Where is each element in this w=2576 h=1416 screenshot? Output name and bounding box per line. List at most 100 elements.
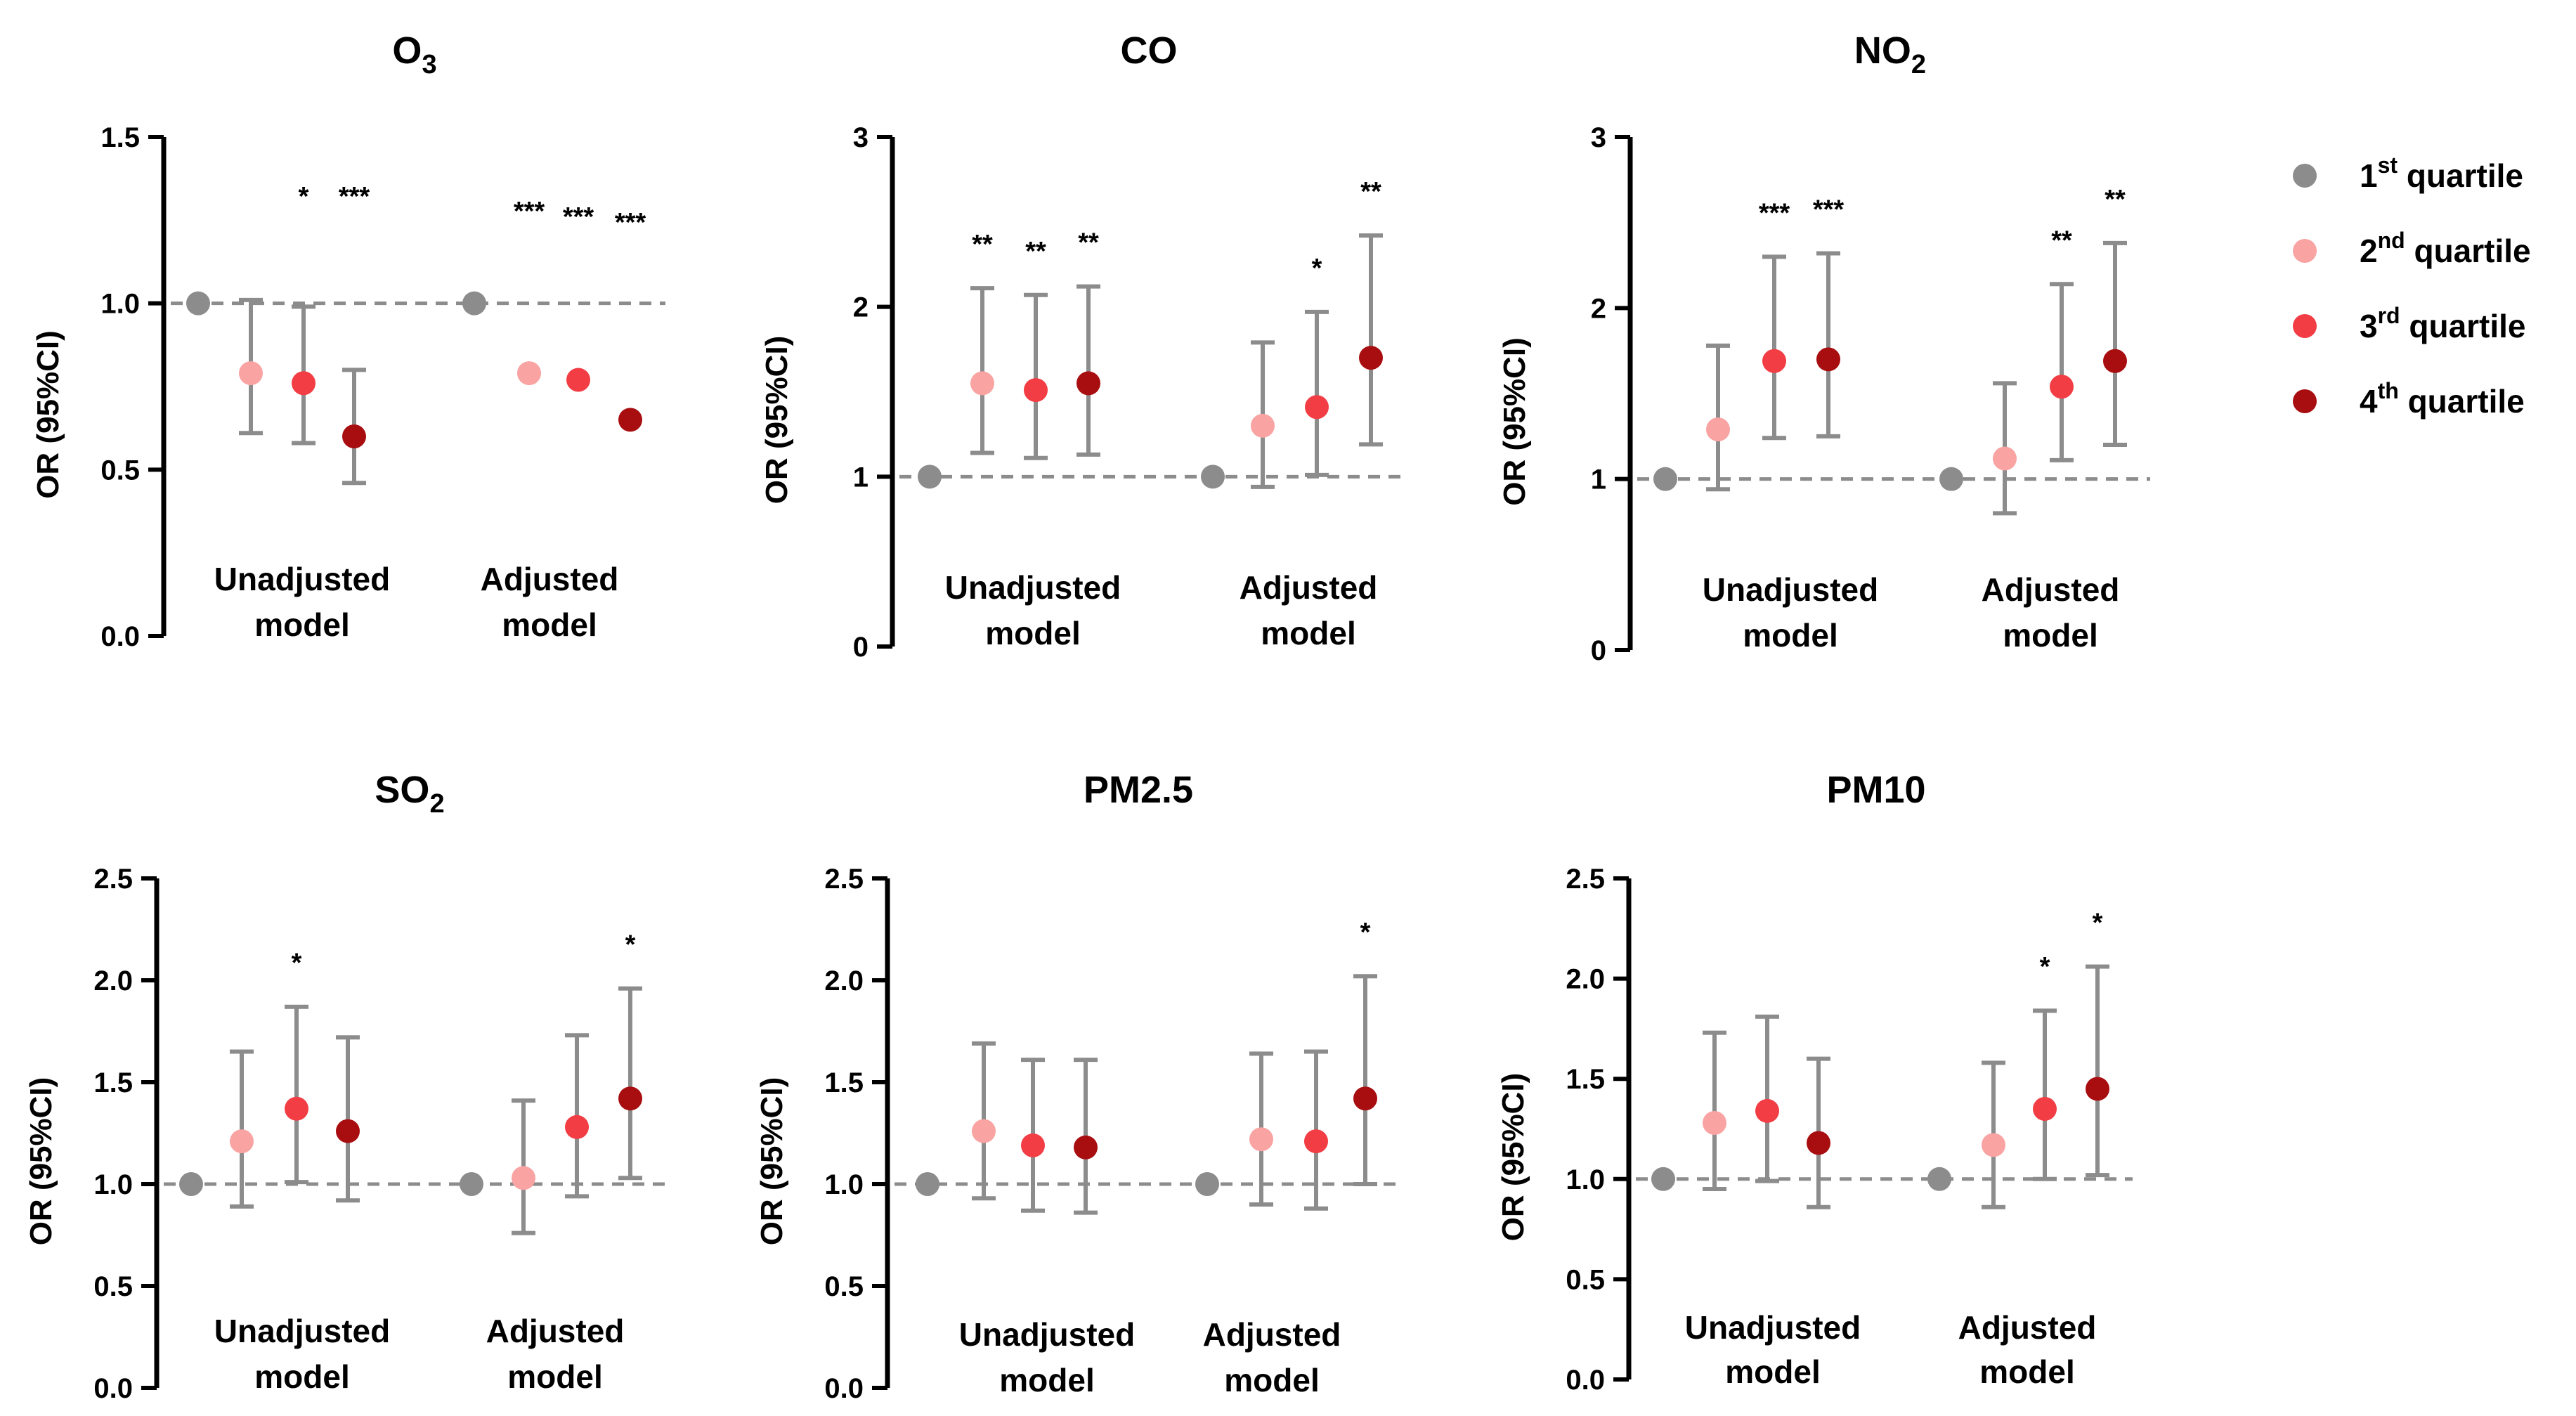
group-label: Adjusted	[1958, 1309, 2097, 1346]
data-point-q2	[239, 361, 263, 386]
legend-label-text: quartile	[2399, 383, 2525, 420]
y-tick-label: 0.0	[1566, 1365, 1605, 1396]
chart-title: PM10	[1826, 769, 1925, 811]
data-point-q1	[916, 1172, 939, 1196]
significance-marker: **	[1025, 237, 1046, 266]
significance-marker: *	[625, 930, 636, 960]
y-tick-label: 1.5	[93, 1067, 133, 1098]
data-point-q2	[1249, 1127, 1273, 1152]
data-point-q1	[1651, 1167, 1675, 1191]
significance-marker: ***	[339, 182, 370, 212]
data-point-q4	[618, 1086, 642, 1111]
group-label: model	[507, 1358, 602, 1395]
data-point-q3	[2033, 1096, 2057, 1121]
group-label: model	[254, 606, 349, 643]
group-label: model	[254, 1358, 349, 1395]
y-tick-label: 1.0	[1566, 1164, 1605, 1195]
data-point-q3	[566, 368, 590, 392]
significance-marker: *	[292, 949, 302, 978]
group-label: Adjusted	[1203, 1316, 1341, 1353]
group-label: model	[1743, 617, 1837, 654]
data-point-q1	[1195, 1172, 1219, 1196]
group-label: model	[999, 1362, 1094, 1398]
data-point-q1	[462, 291, 486, 316]
y-tick-label: 0.5	[100, 455, 140, 486]
group-label: Unadjusted	[214, 1313, 390, 1349]
chart-title-subscript: 3	[422, 50, 436, 79]
significance-marker: *	[2040, 952, 2050, 982]
group-label: model	[1979, 1353, 2074, 1390]
group-label: model	[1725, 1353, 1820, 1390]
data-point-q1	[1939, 467, 1963, 491]
y-tick-label: 1	[853, 462, 869, 493]
data-point-q2	[1251, 413, 1275, 438]
significance-marker: ***	[514, 197, 545, 226]
legend-order: 4	[2360, 383, 2378, 420]
significance-marker: *	[299, 182, 309, 212]
chart-title-main: PM2.5	[1084, 769, 1193, 811]
y-tick-label: 2.0	[93, 966, 133, 996]
legend-superscript: nd	[2378, 228, 2405, 253]
chart-title: CO	[1121, 30, 1178, 72]
significance-marker: **	[1360, 177, 1381, 207]
data-point-q4	[1353, 1086, 1377, 1111]
y-tick-label: 0.5	[93, 1271, 133, 1302]
data-point-q4	[342, 424, 366, 448]
group-label: model	[2003, 617, 2097, 654]
chart-title: PM2.5	[1084, 769, 1193, 811]
group-label: Unadjusted	[214, 561, 390, 597]
chart-title: NO2	[1854, 30, 1926, 79]
group-label: Adjusted	[481, 561, 619, 597]
y-tick-label: 1.5	[824, 1067, 864, 1098]
data-point-q2	[517, 361, 541, 386]
chart-title-subscript: 2	[1911, 50, 1926, 79]
data-point-q2	[512, 1166, 535, 1190]
data-point-q3	[292, 371, 316, 396]
data-point-q2	[1982, 1133, 2005, 1157]
legend-order: 1	[2360, 157, 2378, 194]
y-tick-label: 2	[853, 292, 869, 323]
chart-title: SO2	[375, 769, 444, 819]
data-point-q1	[1927, 1167, 1951, 1191]
group-label: model	[1261, 615, 1355, 651]
data-point-q3	[2050, 375, 2074, 399]
y-tick-label: 2.0	[1566, 964, 1605, 995]
group-label: model	[1224, 1362, 1319, 1398]
y-tick-label: 2.0	[824, 966, 864, 996]
significance-marker: ***	[615, 208, 646, 238]
chart-panel-pm10: PM10 0.0 0.5 1.0 1.5 2.0 2.5 OR (95%CI) Unadjust…	[1496, 769, 2133, 1396]
y-tick-label: 2	[1591, 293, 1606, 324]
y-tick-label: 0.5	[1566, 1264, 1605, 1295]
y-tick-label: 2.5	[824, 864, 864, 895]
y-tick-label: 0	[1591, 635, 1606, 666]
data-point-q1	[1201, 465, 1225, 489]
legend-label-text: quartile	[2400, 308, 2526, 344]
data-point-q3	[1762, 349, 1786, 373]
chart-title-subscript: 2	[429, 789, 444, 819]
data-point-q3	[1021, 1133, 1045, 1157]
y-tick-label: 0	[853, 632, 869, 663]
data-point-q4	[1816, 347, 1840, 372]
y-tick-label: 3	[1591, 122, 1606, 153]
y-tick-label: 3	[853, 122, 869, 153]
legend-label-text: quartile	[2398, 157, 2523, 194]
legend-marker-q1	[2293, 164, 2317, 188]
y-axis-label: OR (95%CI)	[31, 330, 65, 499]
chart-title-main: PM10	[1826, 769, 1925, 811]
y-tick-label: 2.5	[93, 864, 133, 895]
group-label: Unadjusted	[959, 1316, 1135, 1353]
data-point-q4	[2086, 1077, 2109, 1101]
chart-panel-o3: O30.00.51.01.5OR (95%CI)* ***Unadjustedmo…	[31, 30, 665, 652]
legend-label: 2nd quartile	[2360, 228, 2531, 269]
chart-panel-pm2-5: PM2.5 0.0 0.5 1.0 1.5 2.0 2.5 OR (95%CI) Unadjus…	[755, 769, 1400, 1404]
significance-marker: **	[972, 230, 993, 259]
group-label: Unadjusted	[945, 569, 1121, 606]
y-axis-label: OR (95%CI)	[760, 336, 794, 505]
y-tick-label: 1.0	[93, 1169, 133, 1200]
chart-title-main: O	[392, 30, 422, 72]
data-point-q4	[1076, 371, 1100, 396]
legend-superscript: rd	[2378, 303, 2400, 328]
